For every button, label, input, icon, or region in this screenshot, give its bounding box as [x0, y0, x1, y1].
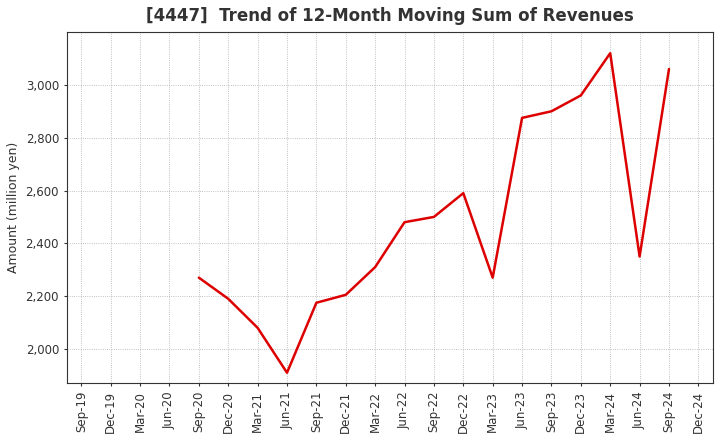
Title: [4447]  Trend of 12-Month Moving Sum of Revenues: [4447] Trend of 12-Month Moving Sum of R…: [146, 7, 634, 25]
Y-axis label: Amount (million yen): Amount (million yen): [7, 142, 20, 273]
